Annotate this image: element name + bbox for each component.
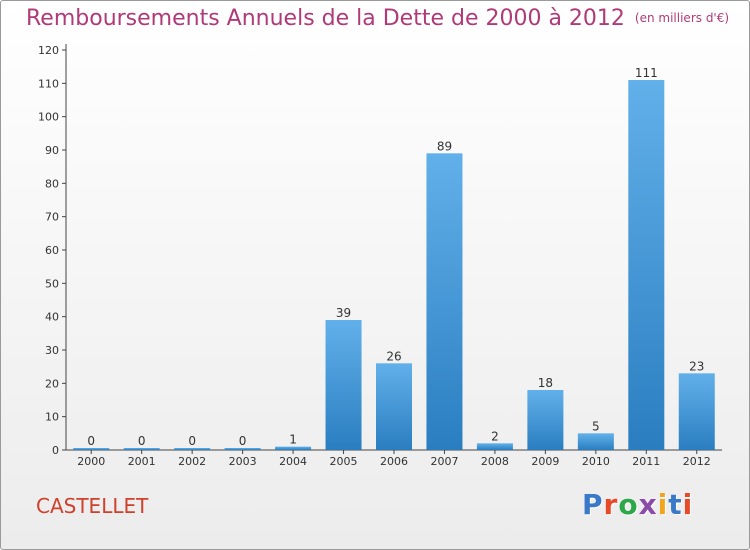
logo-letter: t <box>668 488 683 521</box>
y-tick-label: 10 <box>45 411 59 424</box>
bar-value-label: 23 <box>689 359 704 373</box>
bar <box>577 433 614 450</box>
bar-value-label: 0 <box>138 434 146 448</box>
y-tick-label: 20 <box>45 377 59 390</box>
place-name: CASTELLET <box>36 494 149 518</box>
bar <box>628 80 665 450</box>
logo-letter: r <box>603 488 619 521</box>
x-tick-label: 2003 <box>229 455 257 468</box>
bar <box>325 320 362 450</box>
bar-value-label: 5 <box>592 419 600 433</box>
x-tick-label: 2006 <box>380 455 408 468</box>
bar <box>73 448 110 450</box>
bar <box>376 363 412 450</box>
bar-value-label: 89 <box>437 139 452 153</box>
logo-letter: P <box>582 488 604 521</box>
bar <box>678 373 715 450</box>
y-tick-label: 100 <box>38 111 59 124</box>
bar-value-label: 0 <box>188 434 196 448</box>
chart-title: Remboursements Annuels de la Dette de 20… <box>26 6 729 31</box>
x-tick-label: 2010 <box>582 455 610 468</box>
x-tick-label: 2009 <box>531 455 559 468</box>
y-tick-label: 80 <box>45 177 59 190</box>
bar-value-label: 0 <box>239 434 247 448</box>
chart-title-unit: (en milliers d'€) <box>634 11 730 25</box>
bar <box>174 448 211 450</box>
y-tick-label: 70 <box>45 211 59 224</box>
proxiti-logo[interactable]: Proxiti <box>582 488 693 521</box>
bar-value-label: 1 <box>289 433 297 447</box>
x-tick-label: 2012 <box>683 455 711 468</box>
y-tick-label: 110 <box>38 77 59 90</box>
y-tick-label: 60 <box>45 244 59 257</box>
x-tick-label: 2008 <box>481 455 509 468</box>
y-tick-label: 90 <box>45 144 59 157</box>
logo-letter: o <box>618 488 639 521</box>
y-tick-label: 50 <box>45 277 59 290</box>
y-tick-label: 40 <box>45 311 59 324</box>
bar <box>224 448 261 450</box>
x-tick-label: 2002 <box>178 455 206 468</box>
y-tick-label: 0 <box>52 444 59 457</box>
bar-value-label: 2 <box>491 429 499 443</box>
bar <box>476 443 513 450</box>
bar <box>275 446 312 450</box>
bar-value-label: 0 <box>87 434 95 448</box>
x-tick-label: 2001 <box>128 455 156 468</box>
y-tick-label: 120 <box>38 44 59 57</box>
chart-title-text: Remboursements Annuels de la Dette de 20… <box>26 6 625 31</box>
bar-value-label: 26 <box>386 349 401 363</box>
bar <box>123 448 160 450</box>
bar <box>426 153 463 451</box>
y-tick-label: 30 <box>45 344 59 357</box>
bar-value-label: 39 <box>336 306 351 320</box>
x-tick-label: 2007 <box>430 455 458 468</box>
bar-value-label: 111 <box>635 66 658 80</box>
x-tick-label: 2004 <box>279 455 307 468</box>
logo-letter: i <box>657 488 669 521</box>
logo-letter: i <box>682 488 694 521</box>
x-tick-label: 2005 <box>330 455 358 468</box>
x-tick-label: 2011 <box>632 455 660 468</box>
bar <box>527 390 564 450</box>
bar-value-label: 18 <box>538 376 553 390</box>
logo-letter: x <box>638 488 658 521</box>
x-tick-label: 2000 <box>77 455 105 468</box>
